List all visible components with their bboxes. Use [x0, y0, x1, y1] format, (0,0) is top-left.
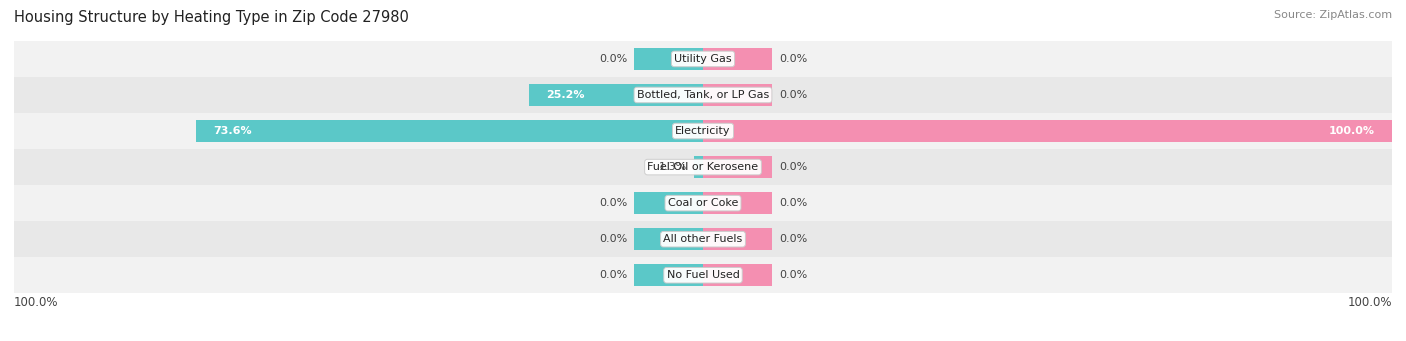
Text: Source: ZipAtlas.com: Source: ZipAtlas.com: [1274, 10, 1392, 20]
Bar: [634, 192, 703, 214]
Text: 100.0%: 100.0%: [1329, 126, 1375, 136]
Text: 100.0%: 100.0%: [1347, 296, 1392, 309]
Text: 0.0%: 0.0%: [779, 234, 807, 244]
Bar: [14, 221, 1392, 257]
Text: 0.0%: 0.0%: [779, 270, 807, 280]
Text: 0.0%: 0.0%: [599, 234, 627, 244]
Bar: [634, 228, 703, 250]
Bar: [14, 257, 1392, 293]
Text: 0.0%: 0.0%: [779, 90, 807, 100]
Bar: [703, 48, 772, 70]
Text: Electricity: Electricity: [675, 126, 731, 136]
Bar: [703, 264, 772, 286]
Text: Coal or Coke: Coal or Coke: [668, 198, 738, 208]
Text: Housing Structure by Heating Type in Zip Code 27980: Housing Structure by Heating Type in Zip…: [14, 10, 409, 25]
Text: 0.0%: 0.0%: [779, 162, 807, 172]
Text: 0.0%: 0.0%: [779, 198, 807, 208]
Legend: Owner-occupied, Renter-occupied: Owner-occupied, Renter-occupied: [581, 339, 825, 341]
Text: 1.3%: 1.3%: [659, 162, 688, 172]
Text: Fuel Oil or Kerosene: Fuel Oil or Kerosene: [647, 162, 759, 172]
Bar: [703, 228, 772, 250]
Bar: [14, 185, 1392, 221]
Bar: [195, 120, 703, 142]
Text: 73.6%: 73.6%: [214, 126, 252, 136]
Bar: [703, 84, 772, 106]
Text: 100.0%: 100.0%: [14, 296, 59, 309]
Text: Bottled, Tank, or LP Gas: Bottled, Tank, or LP Gas: [637, 90, 769, 100]
Bar: [14, 41, 1392, 77]
Bar: [695, 156, 703, 178]
Bar: [703, 120, 1392, 142]
Bar: [703, 156, 772, 178]
Text: 25.2%: 25.2%: [547, 90, 585, 100]
Text: 0.0%: 0.0%: [599, 54, 627, 64]
Text: 0.0%: 0.0%: [779, 54, 807, 64]
Bar: [14, 113, 1392, 149]
Bar: [634, 264, 703, 286]
Bar: [14, 149, 1392, 185]
Text: No Fuel Used: No Fuel Used: [666, 270, 740, 280]
Text: All other Fuels: All other Fuels: [664, 234, 742, 244]
Bar: [14, 77, 1392, 113]
Text: 0.0%: 0.0%: [599, 198, 627, 208]
Bar: [703, 192, 772, 214]
Text: 0.0%: 0.0%: [599, 270, 627, 280]
Bar: [634, 48, 703, 70]
Bar: [530, 84, 703, 106]
Text: Utility Gas: Utility Gas: [675, 54, 731, 64]
